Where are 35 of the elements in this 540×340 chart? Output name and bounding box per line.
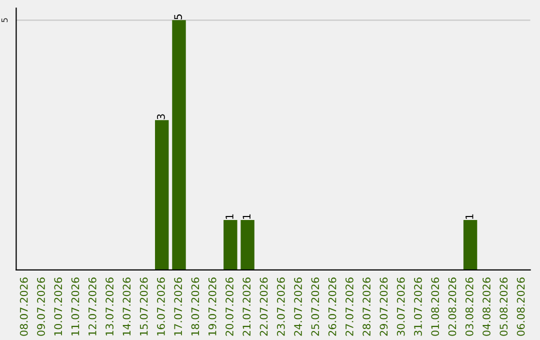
x-tick-label: 12.07.2026 — [88, 278, 96, 336]
x-tick-label: 27.07.2026 — [345, 278, 354, 336]
x-tick-label: 14.07.2026 — [122, 278, 131, 336]
x-tick-label: 21.07.2026 — [242, 278, 251, 336]
x-tick-label: 13.07.2026 — [106, 278, 114, 336]
x-tick-label: 19.07.2026 — [208, 278, 216, 336]
data-label: 1 — [226, 214, 234, 219]
x-tick-label: 17.07.2026 — [174, 278, 182, 336]
x-tick-label: 10.07.2026 — [54, 278, 62, 336]
x-tick-label: 05.08.2026 — [500, 278, 508, 336]
x-tick-label: 25.07.2026 — [311, 278, 320, 336]
x-tick-label: 02.08.2026 — [448, 278, 456, 336]
x-tick-label: 20.07.2026 — [226, 278, 234, 336]
x-tick-label: 08.07.2026 — [20, 278, 28, 336]
x-tick-label: 26.07.2026 — [328, 278, 336, 336]
x-tick-label: 09.07.2026 — [37, 278, 45, 336]
data-label: 1 — [466, 214, 474, 219]
x-tick-label: 22.07.2026 — [260, 278, 268, 336]
x-tick-label: 24.07.2026 — [294, 278, 302, 336]
x-tick-label: 06.08.2026 — [516, 278, 525, 336]
data-label: 5 — [174, 14, 182, 20]
x-tick-label: 16.07.2026 — [157, 278, 165, 336]
x-tick-label: 23.07.2026 — [276, 278, 285, 336]
x-tick-label: 18.07.2026 — [191, 278, 200, 336]
x-tick-label: 01.08.2026 — [431, 278, 440, 336]
x-tick-label: 04.08.2026 — [482, 278, 490, 336]
x-tick-label: 03.08.2026 — [465, 278, 474, 336]
x-tick-label: 28.07.2026 — [362, 278, 371, 336]
x-tick-label: 29.07.2026 — [380, 278, 388, 336]
x-tick-label: 31.07.2026 — [414, 278, 422, 336]
x-tick-label: 15.07.2026 — [140, 278, 148, 336]
x-tick-label: 11.07.2026 — [71, 278, 80, 336]
x-tick-label: 30.07.2026 — [396, 278, 405, 336]
data-label: 1 — [242, 214, 250, 219]
data-label: 3 — [157, 114, 165, 120]
